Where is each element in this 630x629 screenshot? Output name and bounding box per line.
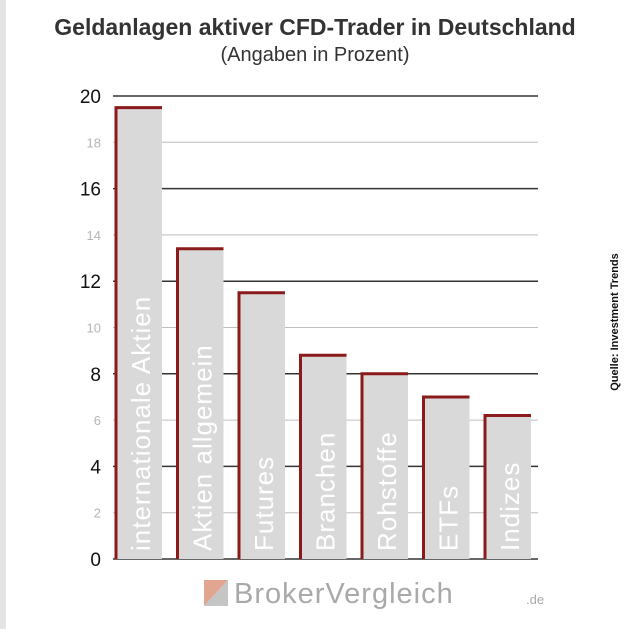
bar-outline xyxy=(114,106,162,559)
bar-category-label: Aktien allgemein xyxy=(187,344,217,551)
bar-category-label: Branchen xyxy=(310,432,340,551)
logo-suffix: .de xyxy=(526,592,545,607)
bar xyxy=(177,248,224,560)
y-tick-label: 4 xyxy=(90,457,101,478)
y-tick-label: 8 xyxy=(90,365,101,386)
y-tick-label: 16 xyxy=(80,180,101,201)
bar-category-label: Rohstoffe xyxy=(372,431,402,551)
bar-category-label: ETFs xyxy=(433,485,463,551)
y-minor-tick-label: 2 xyxy=(94,506,101,521)
bar xyxy=(239,292,285,559)
y-minor-tick-label: 6 xyxy=(94,413,101,428)
chart-subtitle: (Angaben in Prozent) xyxy=(220,44,410,66)
bar-outline xyxy=(422,395,470,559)
bar-outline xyxy=(237,291,285,559)
y-tick-label: 20 xyxy=(80,87,101,108)
logo-mark-icon xyxy=(204,580,228,606)
bar-outline xyxy=(483,413,531,559)
bar-outline xyxy=(360,372,408,559)
bar-outline xyxy=(176,247,224,559)
y-tick-label: 12 xyxy=(80,272,101,293)
bar-category-label: Futures xyxy=(249,456,279,551)
bar xyxy=(485,415,531,559)
chart-title: Geldanlagen aktiver CFD-Trader in Deutsc… xyxy=(54,14,576,40)
logo-text: BrokerVergleich xyxy=(234,578,454,610)
bar xyxy=(362,373,408,559)
y-minor-tick-label: 18 xyxy=(87,135,101,150)
y-tick-label: 0 xyxy=(90,550,101,571)
y-minor-tick-label: 14 xyxy=(87,228,101,243)
bar xyxy=(116,107,162,559)
source-note: Quelle: Investment Trends xyxy=(609,253,621,391)
left-border-stripe xyxy=(0,0,6,629)
bar-category-label: Indizes xyxy=(495,462,525,551)
bar xyxy=(423,396,470,559)
bar xyxy=(300,355,347,559)
y-minor-tick-label: 10 xyxy=(87,321,101,336)
bar-outline xyxy=(299,353,347,559)
bar-category-label: internationale Aktien xyxy=(126,296,156,551)
